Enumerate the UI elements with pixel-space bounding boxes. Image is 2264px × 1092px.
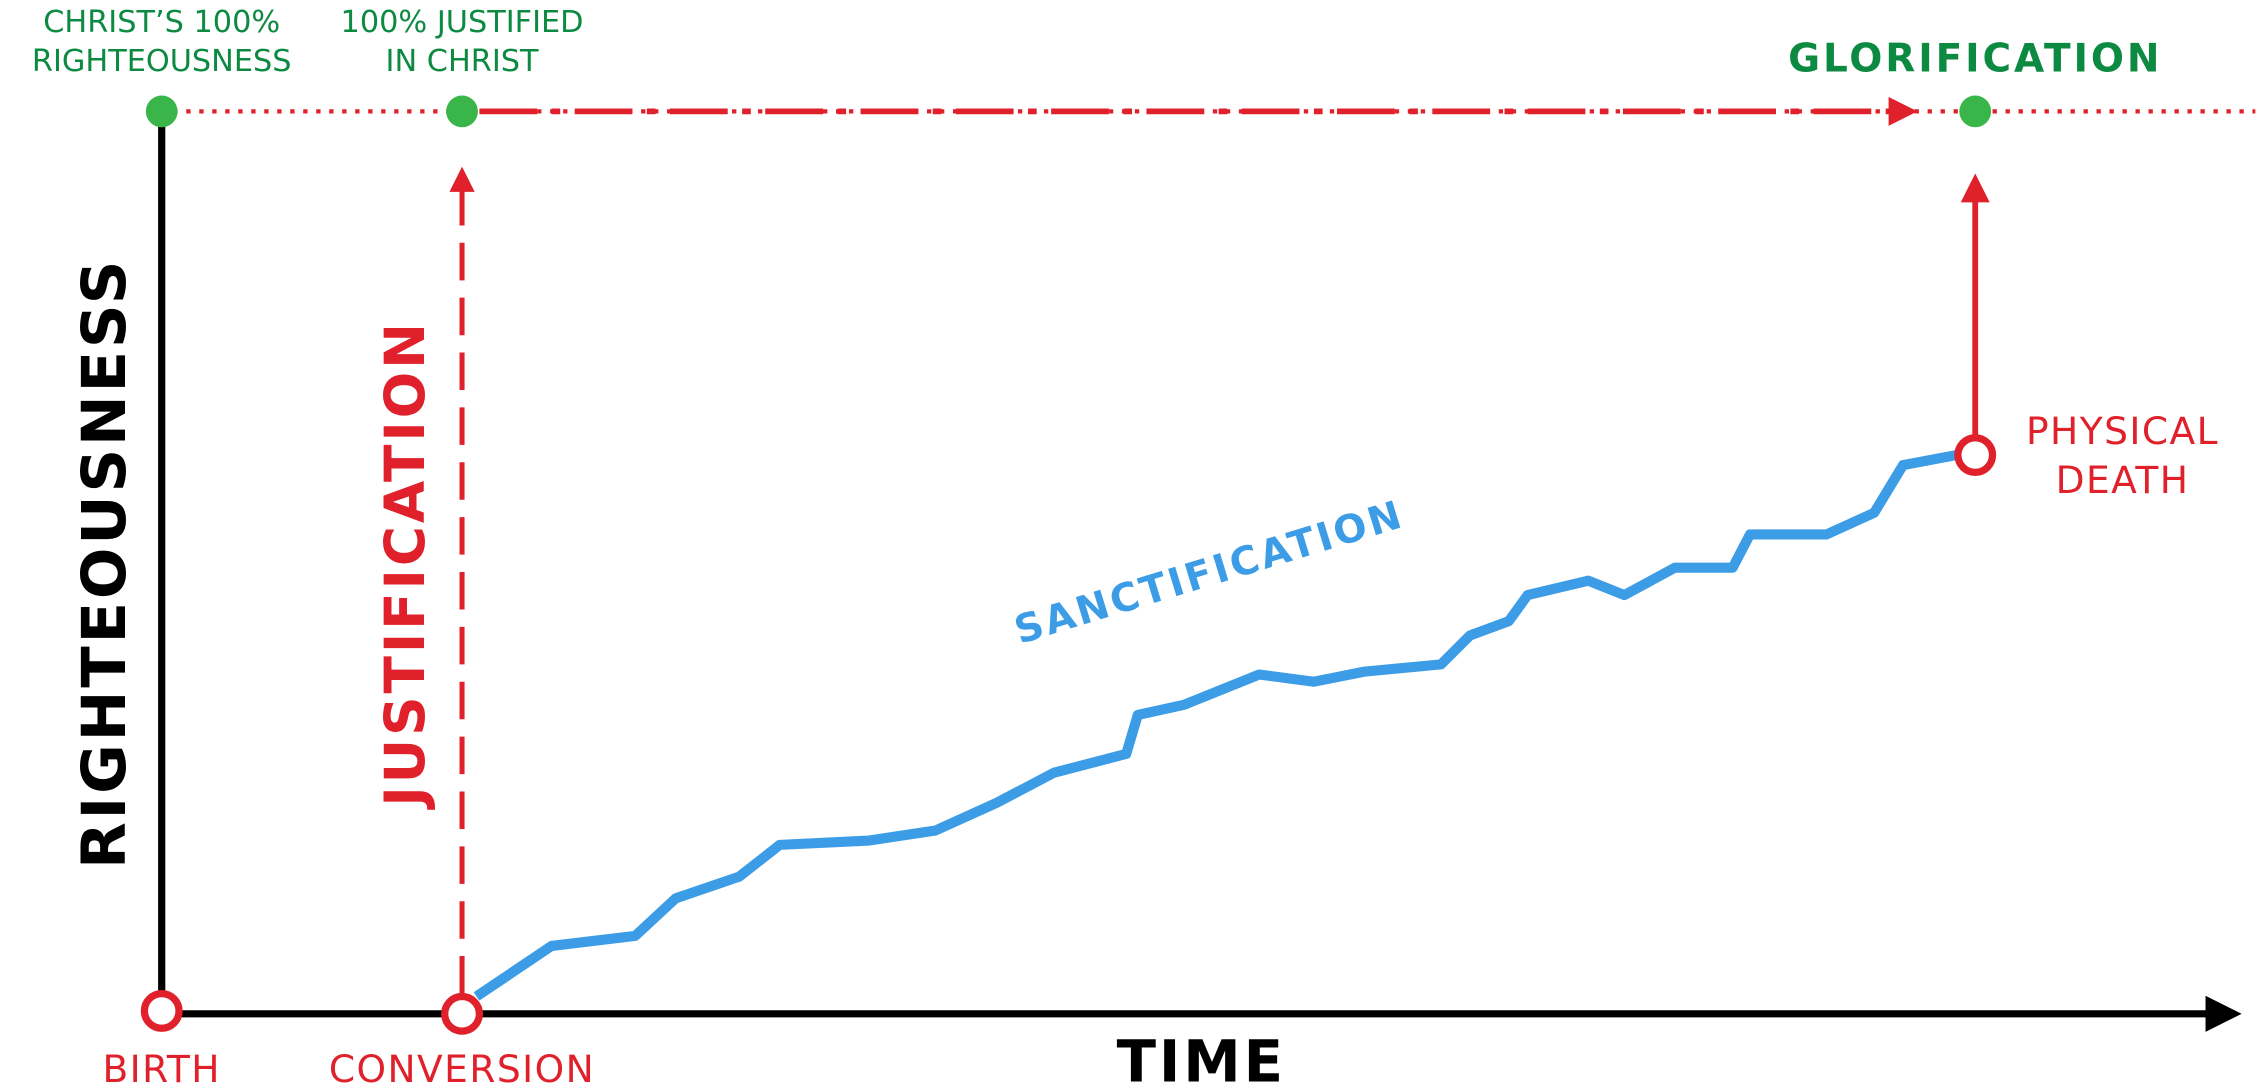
event-label: BIRTH bbox=[102, 1047, 221, 1091]
label: CHRIST’S 100% bbox=[43, 5, 280, 40]
dot bbox=[145, 95, 178, 128]
event-label: PHYSICAL bbox=[2026, 409, 2219, 453]
dot bbox=[1959, 95, 1992, 128]
x-axis-label: TIME bbox=[1117, 1027, 1286, 1092]
y-axis-label: RIGHTEOUSNESS bbox=[70, 258, 140, 869]
event-marker bbox=[140, 989, 183, 1032]
stage-label: SANCTIFICATION bbox=[1009, 492, 1409, 653]
event-marker bbox=[441, 992, 483, 1035]
event-label: CONVERSION bbox=[329, 1047, 595, 1091]
label: IN CHRIST bbox=[386, 44, 539, 79]
event-label: DEATH bbox=[2056, 458, 2190, 502]
label: RIGHTEOUSNESS bbox=[32, 44, 292, 79]
event-marker bbox=[1954, 434, 1997, 476]
stage-label: JUSTIFICATION bbox=[373, 320, 437, 811]
label: GLORIFICATION bbox=[1788, 36, 2162, 81]
label: 100% JUSTIFIED bbox=[341, 5, 584, 40]
sanctification-line bbox=[473, 450, 1958, 1001]
dot bbox=[446, 95, 478, 128]
